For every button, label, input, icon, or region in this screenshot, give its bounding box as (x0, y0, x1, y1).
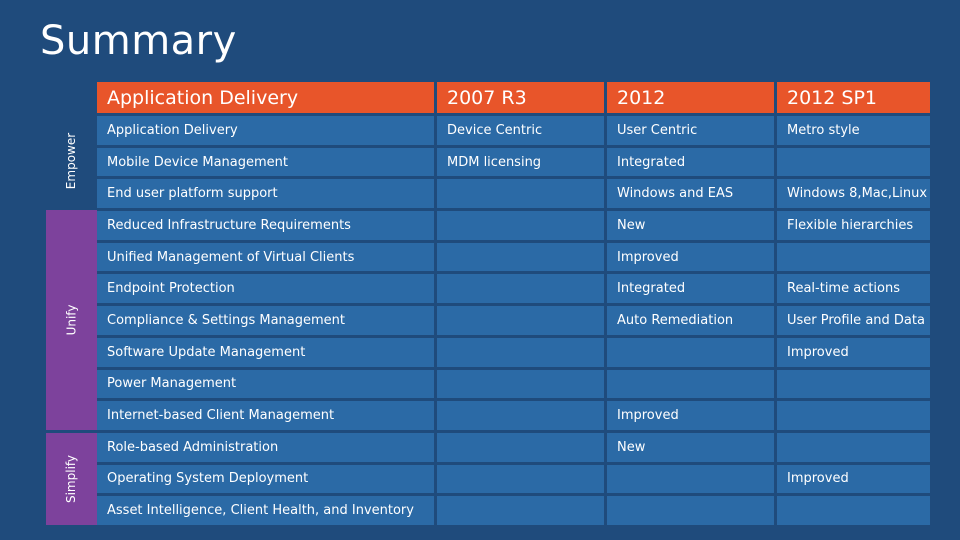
table-cell-2012 (607, 464, 774, 494)
table-cell-feature: Asset Intelligence, Client Health, and I… (97, 496, 434, 525)
section-label-unify: Unify (46, 210, 97, 430)
table-cell-2012: User Centric (607, 116, 774, 145)
table-row: Internet-based Client Management Improved (97, 401, 930, 430)
header-cell-2012-sp1: 2012 SP1 (777, 82, 930, 113)
table-cell-2007-r3 (437, 432, 604, 462)
table-cell-2007-r3 (437, 274, 604, 304)
table-cell-2012-sp1 (777, 432, 930, 462)
table-cell-2012: Integrated (607, 274, 774, 304)
table-cell-feature: Compliance & Settings Management (97, 306, 434, 335)
table-cell-2012 (607, 337, 774, 367)
table-cell-2012-sp1: Flexible hierarchies (777, 211, 930, 240)
table-cell-2012-sp1 (777, 147, 930, 177)
slide-title: Summary (40, 18, 237, 64)
table-cell-feature: Software Update Management (97, 337, 434, 367)
table-cell-2007-r3 (437, 337, 604, 367)
table-cell-2012-sp1: Metro style (777, 116, 930, 145)
table-cell-2012-sp1: Improved (777, 337, 930, 367)
section-label-unify-text: Unify (64, 304, 79, 336)
table-cell-2012: Auto Remediation (607, 306, 774, 335)
table-cell-2007-r3 (437, 211, 604, 240)
table-cell-2007-r3 (437, 306, 604, 335)
table-cell-2007-r3 (437, 496, 604, 525)
table-cell-feature: Application Delivery (97, 116, 434, 145)
table-cell-2012-sp1 (777, 369, 930, 399)
header-cell-feature: Application Delivery (97, 82, 434, 113)
table-cell-2007-r3: Device Centric (437, 116, 604, 145)
table-cell-2012-sp1 (777, 242, 930, 272)
table-cell-feature: Internet-based Client Management (97, 401, 434, 430)
table-cell-2012-sp1: Improved (777, 464, 930, 494)
table-cell-2012-sp1: Real-time actions (777, 274, 930, 304)
table-cell-2012-sp1 (777, 401, 930, 430)
table-cell-2012: Improved (607, 401, 774, 430)
table-cell-feature: Role-based Administration (97, 432, 434, 462)
table-row: End user platform support Windows and EAS… (97, 179, 930, 209)
section-label-simplify-text: Simplify (64, 454, 79, 504)
table-cell-2012: New (607, 211, 774, 240)
table-cell-2012 (607, 496, 774, 525)
table-cell-feature: End user platform support (97, 179, 434, 209)
section-label-simplify: Simplify (46, 433, 97, 525)
table-cell-2012 (607, 369, 774, 399)
table-row: Compliance & Settings Management Auto Rem… (97, 306, 930, 335)
table-cell-2012: Improved (607, 242, 774, 272)
table-cell-2007-r3 (437, 179, 604, 209)
table-row: Asset Intelligence, Client Health, and I… (97, 496, 930, 525)
table-cell-2007-r3: MDM licensing (437, 147, 604, 177)
table-row: Mobile Device Management MDM licensing Int… (97, 147, 930, 177)
table-cell-2012: Integrated (607, 147, 774, 177)
table-cell-feature: Mobile Device Management (97, 147, 434, 177)
summary-table: Application Delivery 2007 R3 2012 2012 S… (97, 82, 930, 528)
table-cell-2012: Windows and EAS (607, 179, 774, 209)
table-cell-feature: Unified Management of Virtual Clients (97, 242, 434, 272)
table-row: Operating System Deployment Improved (97, 464, 930, 494)
table-cell-2012-sp1 (777, 496, 930, 525)
table-row: Power Management (97, 369, 930, 399)
header-cell-2007-r3: 2007 R3 (437, 82, 604, 113)
section-label-empower: Empower (46, 115, 97, 206)
table-row: Unified Management of Virtual Clients Imp… (97, 242, 930, 272)
table-cell-2012: New (607, 432, 774, 462)
table-header-row: Application Delivery 2007 R3 2012 2012 S… (97, 82, 930, 113)
table-row: Endpoint Protection Integrated Real-time a… (97, 274, 930, 304)
table-row: Role-based Administration New (97, 432, 930, 462)
table-row: Reduced Infrastructure Requirements New Fl… (97, 211, 930, 240)
table-cell-feature: Reduced Infrastructure Requirements (97, 211, 434, 240)
table-cell-2012-sp1: Windows 8,Mac,Linux (777, 179, 930, 209)
section-label-empower-text: Empower (64, 132, 79, 189)
table-cell-feature: Operating System Deployment (97, 464, 434, 494)
table-cell-2007-r3 (437, 464, 604, 494)
table-cell-feature: Power Management (97, 369, 434, 399)
table-body: Application Delivery Device Centric User C… (97, 116, 930, 525)
table-cell-2007-r3 (437, 369, 604, 399)
header-cell-2012: 2012 (607, 82, 774, 113)
table-cell-2012-sp1: User Profile and Data (777, 306, 930, 335)
table-cell-2007-r3 (437, 242, 604, 272)
table-row: Application Delivery Device Centric User C… (97, 116, 930, 145)
table-cell-feature: Endpoint Protection (97, 274, 434, 304)
table-row: Software Update Management Improved (97, 337, 930, 367)
table-cell-2007-r3 (437, 401, 604, 430)
